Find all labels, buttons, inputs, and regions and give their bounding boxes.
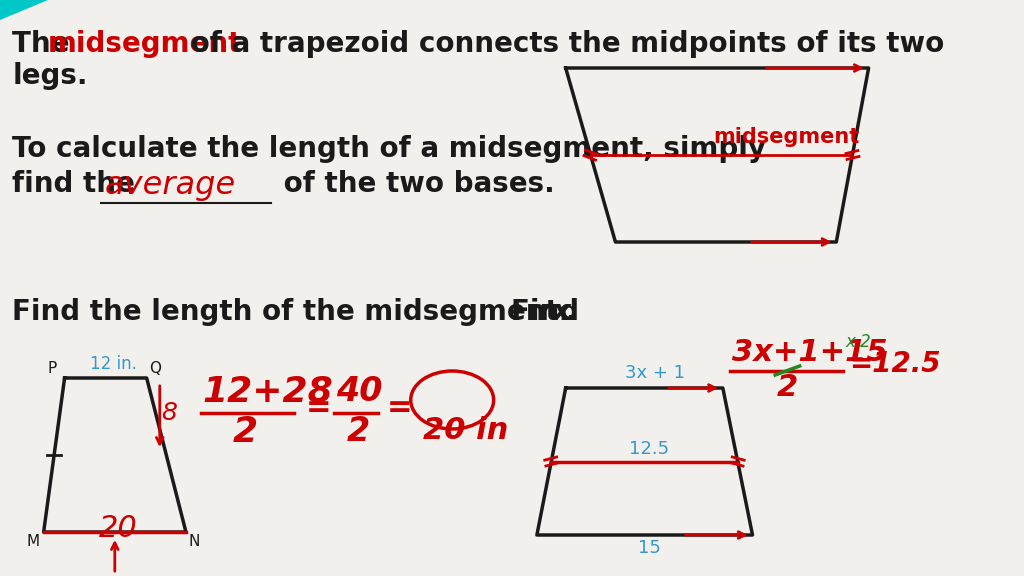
Text: 2: 2 — [346, 415, 370, 448]
Text: 2: 2 — [777, 373, 798, 402]
Text: find the: find the — [12, 170, 144, 198]
Text: 15: 15 — [638, 539, 660, 557]
Text: Find the length of the midsegment.: Find the length of the midsegment. — [12, 298, 569, 326]
Text: P: P — [47, 361, 56, 376]
Text: 20 in: 20 in — [423, 416, 509, 445]
Text: M: M — [27, 534, 39, 549]
Text: 12+28: 12+28 — [203, 375, 333, 409]
Text: 40: 40 — [336, 375, 383, 408]
Text: Find: Find — [511, 298, 589, 326]
Text: =12.5: =12.5 — [849, 350, 941, 378]
Text: To calculate the length of a midsegment, simply: To calculate the length of a midsegment,… — [12, 135, 766, 163]
Text: of the two bases.: of the two bases. — [274, 170, 555, 198]
Text: 3x + 1: 3x + 1 — [625, 364, 685, 382]
Text: 8: 8 — [162, 401, 177, 425]
Text: x: x — [553, 298, 570, 326]
Text: midsegment: midsegment — [48, 30, 243, 58]
Text: 2: 2 — [233, 415, 258, 449]
Text: 20: 20 — [99, 514, 138, 543]
Text: legs.: legs. — [12, 62, 88, 90]
Text: .: . — [565, 298, 575, 326]
Text: The: The — [12, 30, 79, 58]
Polygon shape — [0, 0, 48, 20]
Text: x 2: x 2 — [845, 333, 870, 351]
Text: 12 in.: 12 in. — [90, 355, 137, 373]
Text: average: average — [104, 170, 236, 201]
Text: =: = — [305, 393, 331, 422]
Text: midsegment: midsegment — [713, 127, 859, 147]
Text: N: N — [188, 534, 200, 549]
Text: 12.5: 12.5 — [629, 439, 669, 457]
Text: 3x+1+15: 3x+1+15 — [731, 338, 887, 367]
Text: of a trapezoid connects the midpoints of its two: of a trapezoid connects the midpoints of… — [180, 30, 944, 58]
Text: =: = — [387, 393, 413, 422]
Text: Q: Q — [150, 361, 161, 376]
